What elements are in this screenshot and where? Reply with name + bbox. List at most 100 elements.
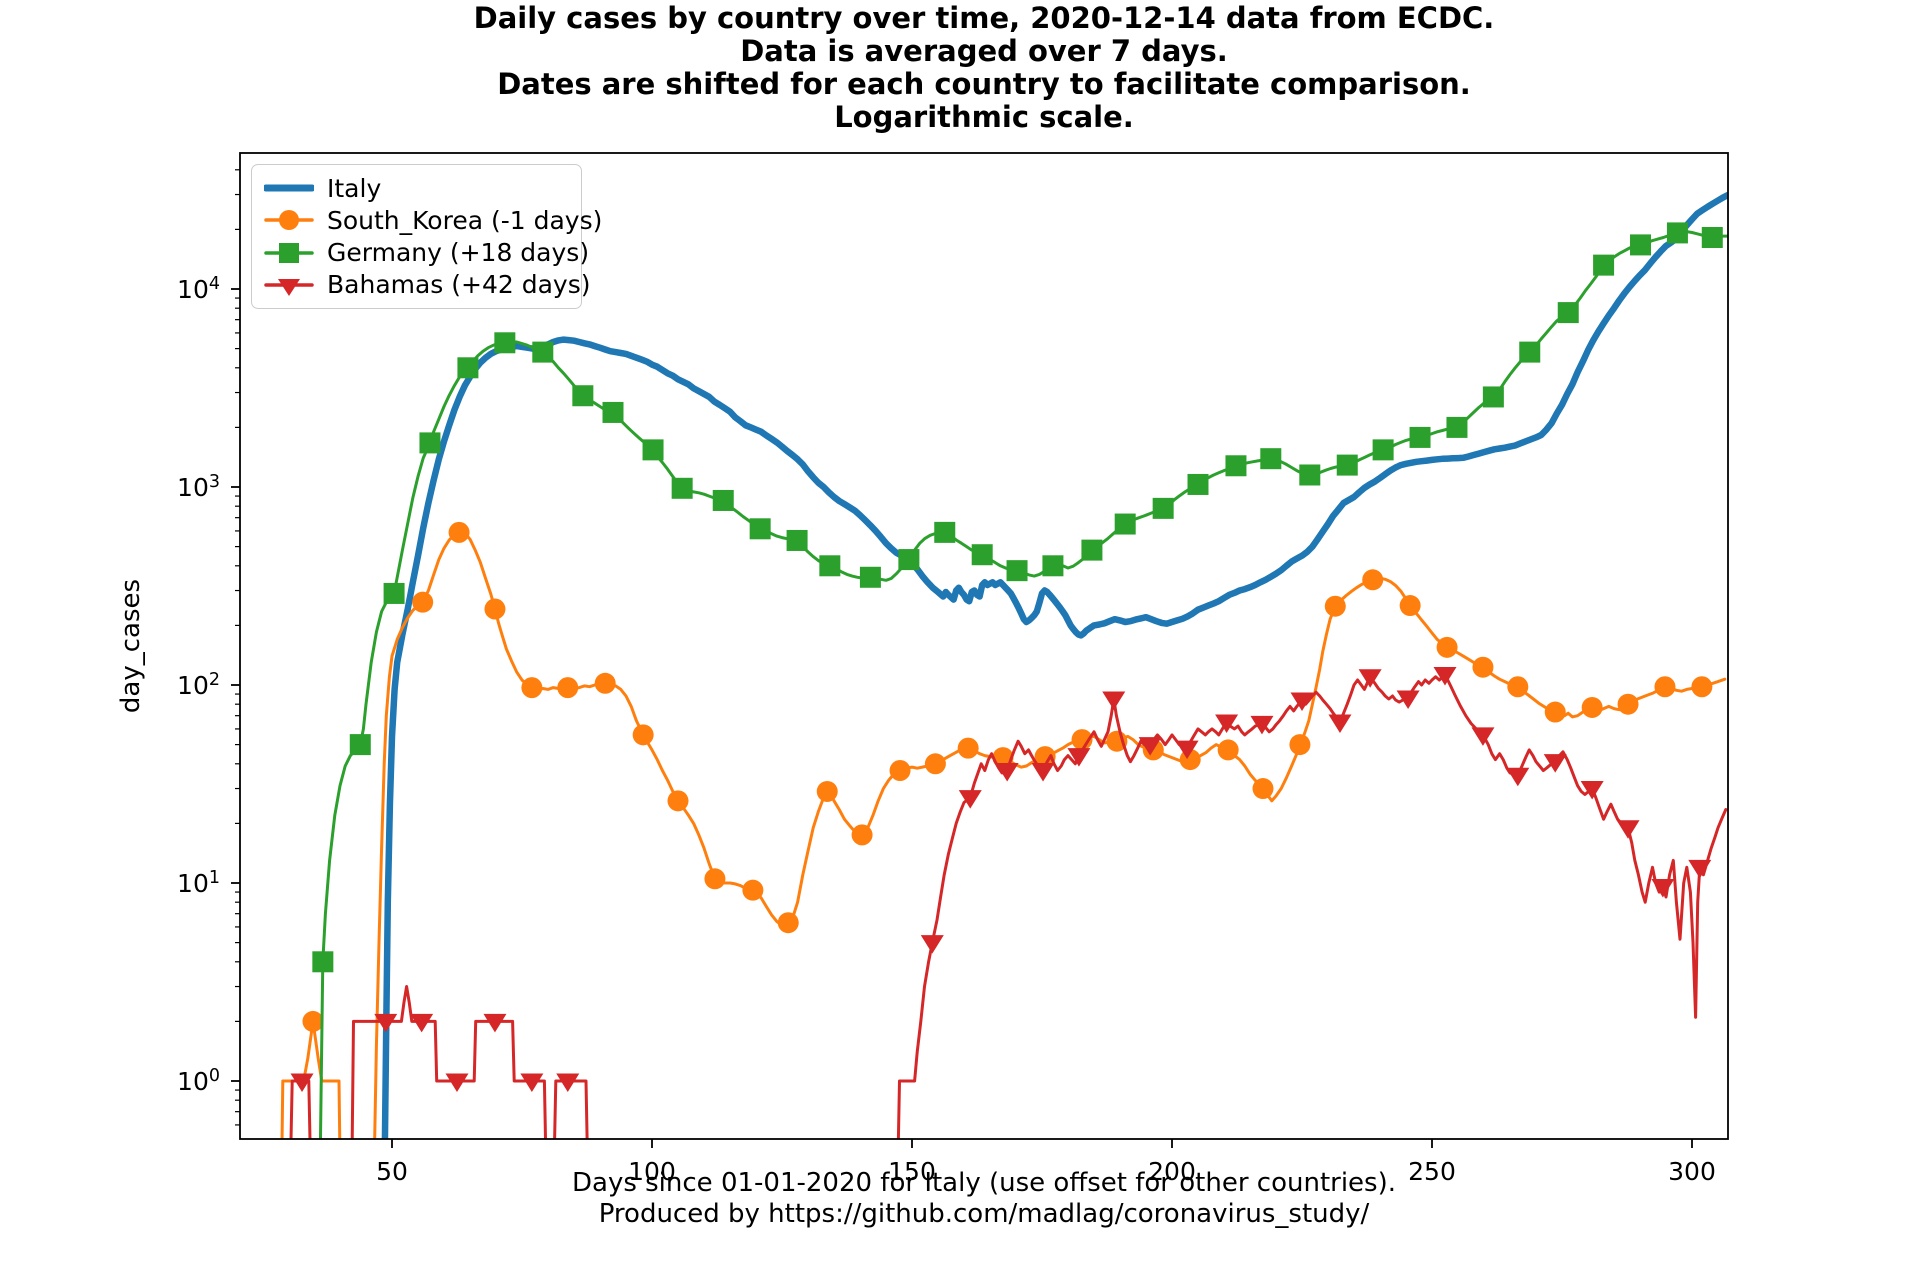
- south-korea-1-days-marker: [632, 724, 654, 746]
- bahamas-42-days-marker: [1433, 666, 1457, 686]
- bahamas-42-days-marker: [1543, 754, 1567, 773]
- bahamas-42-days-marker: [483, 1013, 507, 1033]
- bahamas-42-days-line: [289, 673, 1728, 1139]
- south-korea-1-days-marker: [742, 879, 764, 901]
- south-korea-1-days-marker: [1324, 595, 1346, 617]
- y-tick-label: 102: [177, 670, 220, 700]
- germany-18-days-marker: [786, 529, 808, 551]
- south-korea-1-days-marker: [704, 868, 726, 890]
- bahamas-42-days-marker: [1175, 740, 1199, 760]
- germany-18-days-marker: [312, 951, 334, 973]
- legend-label-south-korea-1-days: South_Korea (-1 days): [327, 205, 603, 235]
- chart-title-line-1: Daily cases by country over time, 2020-1…: [473, 1, 1495, 35]
- bahamas-42-days-marker: [1688, 859, 1712, 879]
- y-tick-exponent: 3: [209, 472, 220, 492]
- y-tick-exponent: 1: [209, 868, 220, 888]
- germany-18-days-marker: [494, 332, 516, 354]
- south-korea-1-days-marker: [594, 672, 616, 694]
- bahamas-42-days-marker: [1651, 879, 1675, 898]
- germany-18-days-legend-marker-icon: [279, 242, 299, 263]
- germany-18-days-marker: [1114, 513, 1136, 535]
- south-korea-1-days-marker: [1252, 778, 1274, 800]
- chart-title-line-3: Dates are shifted for each country to fa…: [497, 67, 1471, 101]
- south-korea-1-days-legend-marker-icon: [279, 210, 299, 231]
- germany-18-days-marker: [1630, 234, 1652, 256]
- germany-18-days-marker: [1336, 454, 1358, 476]
- germany-18-days-marker: [1006, 560, 1028, 582]
- bahamas-42-days-marker: [520, 1073, 544, 1092]
- south-korea-1-days-marker: [1289, 734, 1311, 756]
- bahamas-42-days-marker: [1616, 820, 1640, 839]
- germany-18-days-marker: [457, 357, 479, 379]
- south-korea-1-days-marker: [1617, 693, 1639, 715]
- germany-18-days-marker: [971, 544, 993, 566]
- bahamas-42-days-marker: [1102, 691, 1126, 710]
- germany-18-days-marker: [1519, 341, 1541, 363]
- x-tick-label: 150: [888, 1157, 936, 1186]
- germany-18-days-marker: [1557, 302, 1579, 324]
- germany-18-days-marker: [1409, 426, 1431, 448]
- south-korea-1-days-marker: [924, 753, 946, 775]
- south-korea-1-days-marker: [1436, 636, 1458, 658]
- x-axis-label: Days since 01-01-2020 for Italy (use off…: [240, 1168, 1728, 1230]
- bahamas-42-days-marker: [958, 790, 982, 809]
- south-korea-1-days-line: [280, 529, 1727, 1139]
- south-korea-1-days-marker: [1399, 595, 1421, 617]
- legend-item-italy: Italy: [264, 172, 571, 204]
- south-korea-1-days-marker: [777, 912, 799, 934]
- bahamas-42-days-marker: [995, 762, 1019, 782]
- x-tick-label: 50: [376, 1157, 408, 1186]
- y-tick-exponent: 0: [209, 1066, 220, 1086]
- bahamas-42-days-marker: [1506, 767, 1530, 787]
- germany-18-days-marker: [1225, 455, 1247, 477]
- bahamas-42-days-marker: [374, 1013, 398, 1033]
- south-korea-1-days-marker: [667, 790, 689, 812]
- germany-18-days-marker: [712, 489, 734, 511]
- bahamas-42-days-marker: [1580, 781, 1604, 800]
- germany-18-days-marker: [1260, 448, 1282, 470]
- germany-18-days-marker: [859, 566, 881, 588]
- germany-18-days-marker: [1666, 222, 1688, 244]
- y-tick-exponent: 4: [209, 274, 220, 294]
- south-korea-1-days-marker: [1472, 656, 1494, 678]
- bahamas-42-days-marker: [1138, 737, 1162, 756]
- bahamas-42-days-legend-sample: [264, 278, 314, 296]
- y-tick-label: 103: [177, 472, 220, 502]
- germany-18-days-marker: [532, 341, 554, 363]
- x-tick-label: 250: [1408, 1157, 1456, 1186]
- south-korea-1-days-marker: [1217, 739, 1239, 761]
- bahamas-42-days-marker: [1031, 762, 1055, 782]
- germany-18-days-marker: [1299, 464, 1321, 486]
- legend-item-germany-18-days: Germany (+18 days): [264, 237, 589, 269]
- bahamas-42-days-marker: [290, 1073, 314, 1092]
- bahamas-42-days-marker: [1358, 669, 1382, 688]
- y-tick-label: 104: [177, 274, 220, 304]
- south-korea-1-days-marker: [1544, 701, 1566, 723]
- bahamas-42-days-marker: [920, 935, 944, 954]
- italy-line: [381, 191, 1728, 1139]
- south-korea-1-days-marker: [1034, 746, 1056, 768]
- legend-label-italy: Italy: [327, 173, 382, 203]
- y-tick-label: 101: [177, 868, 220, 898]
- south-korea-1-days-marker: [1507, 676, 1529, 698]
- south-korea-1-days-marker: [889, 759, 911, 781]
- x-tick-label: 200: [1148, 1157, 1196, 1186]
- bahamas-42-days-marker: [410, 1013, 434, 1033]
- series-group: [280, 191, 1728, 1139]
- legend-item-south-korea-1-days: South_Korea (-1 days): [264, 204, 602, 236]
- germany-18-days-marker: [349, 734, 371, 756]
- bahamas-42-days-marker: [1471, 727, 1495, 746]
- germany-18-days-marker: [572, 385, 594, 407]
- south-korea-1-days-marker: [1581, 696, 1603, 718]
- south-korea-1-days-marker: [1362, 569, 1384, 591]
- south-korea-1-days-legend-sample: [264, 210, 314, 231]
- bahamas-42-days-marker: [445, 1073, 469, 1092]
- x-tick-label: 300: [1668, 1157, 1716, 1186]
- germany-18-days-marker: [642, 439, 664, 461]
- south-korea-1-days-marker: [557, 677, 579, 699]
- axes-spine: [239, 152, 1729, 1140]
- germany-18-days-marker: [1446, 416, 1468, 438]
- chart-title: Daily cases by country over time, 2020-1…: [240, 2, 1728, 134]
